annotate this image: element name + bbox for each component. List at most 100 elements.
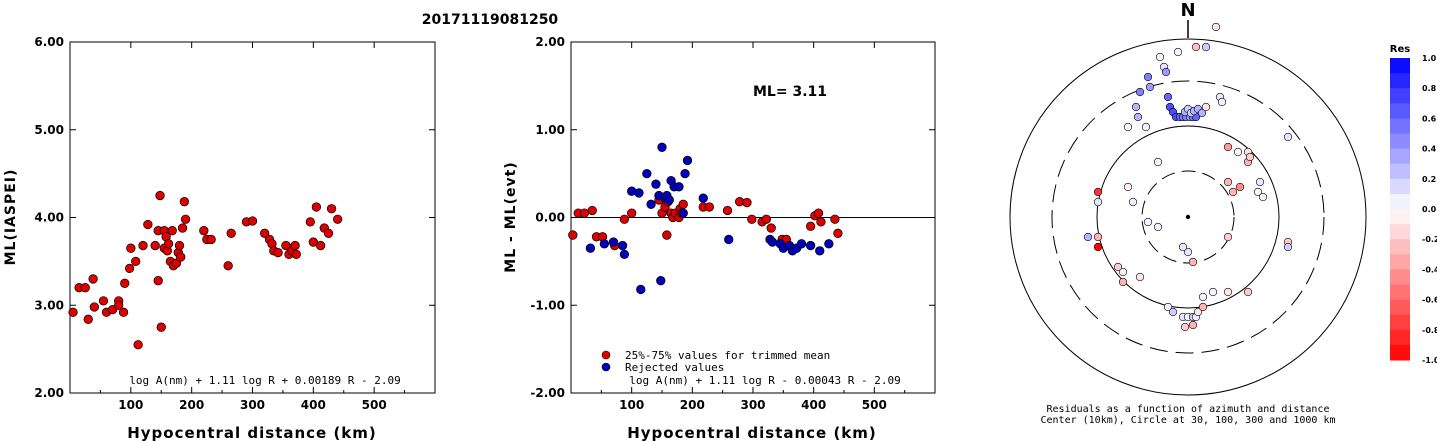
north-label: N bbox=[1180, 0, 1195, 21]
plot1-point bbox=[177, 223, 188, 233]
polar-point bbox=[1145, 82, 1155, 92]
colorbar-tick-label: 0.4 bbox=[1422, 145, 1437, 154]
colorbar-band bbox=[1390, 58, 1410, 74]
colorbar-band bbox=[1390, 193, 1410, 210]
p1-xtick-label: 500 bbox=[862, 398, 887, 412]
legend-marker-trimmed bbox=[601, 350, 611, 360]
polar-point bbox=[1180, 322, 1190, 332]
plot2-point bbox=[824, 239, 834, 249]
polar-point bbox=[1163, 92, 1173, 102]
p1-xtick-label: 300 bbox=[740, 398, 765, 412]
polar-point bbox=[1143, 72, 1153, 82]
plot2-point bbox=[656, 276, 666, 286]
plot1-point bbox=[273, 247, 283, 258]
plot2-point bbox=[698, 193, 708, 203]
polar-point bbox=[1155, 52, 1165, 62]
polar-point bbox=[1211, 22, 1221, 32]
polar-point bbox=[1188, 257, 1198, 267]
polar-point bbox=[1193, 307, 1203, 317]
plot3-polar-residuals: N Residuals as a function of azimuth and… bbox=[1009, 0, 1367, 426]
legend-marker-rejected bbox=[601, 362, 611, 372]
plot1-point bbox=[315, 240, 326, 251]
plot2-point bbox=[833, 228, 843, 238]
plot1-point bbox=[226, 228, 236, 238]
polar-point bbox=[1191, 42, 1201, 52]
polar-point bbox=[1228, 187, 1238, 197]
center-point bbox=[1185, 214, 1191, 220]
circle-300km bbox=[1051, 80, 1325, 354]
plot1-point bbox=[199, 226, 209, 236]
p0-ytick-label: 2.00 bbox=[34, 386, 64, 400]
polar-point bbox=[1093, 187, 1103, 197]
polar-point bbox=[1233, 147, 1243, 157]
plot1-point bbox=[150, 240, 160, 251]
plot2-point bbox=[664, 195, 674, 205]
plot1-point bbox=[305, 217, 315, 227]
plot1-point bbox=[153, 276, 163, 286]
polar-point bbox=[1168, 307, 1178, 317]
plot2-point bbox=[815, 246, 825, 256]
plot2-point bbox=[682, 155, 693, 166]
p1-xtick-label: 100 bbox=[619, 398, 644, 412]
plot1-point bbox=[124, 263, 135, 274]
polar-point bbox=[1163, 302, 1173, 312]
plot1-point bbox=[206, 234, 216, 245]
polar-point bbox=[1283, 242, 1293, 252]
polar-point bbox=[1161, 67, 1171, 77]
plot1-ml-vs-distance: 100 200 300 400 500 2.00 3.00 4.00 5.00 6.00 Hypo… bbox=[3, 35, 436, 441]
polar-point bbox=[1123, 182, 1133, 192]
plot2-point bbox=[724, 234, 734, 245]
plot2-point bbox=[674, 182, 684, 192]
plot2-point bbox=[830, 214, 840, 224]
plot1-point bbox=[176, 252, 186, 262]
plot1-xlabel: Hypocentral distance (km) bbox=[127, 424, 377, 441]
p1-ytick-label: -1.00 bbox=[530, 298, 565, 312]
p1-xtick-label: 200 bbox=[680, 398, 705, 412]
polar-point bbox=[1258, 192, 1268, 202]
polar-point bbox=[1093, 242, 1103, 252]
plot1-ticks: 100 200 300 400 500 2.00 3.00 4.00 5.00 6.00 bbox=[34, 35, 435, 412]
plot2-point bbox=[587, 205, 597, 216]
polar-caption-line1: Residuals as a function of azimuth and d… bbox=[1047, 404, 1330, 415]
plot2-point bbox=[627, 208, 637, 218]
colorbar-tick-label: -0.8 bbox=[1422, 326, 1437, 335]
plot2-point bbox=[722, 205, 733, 216]
polar-point bbox=[1245, 152, 1255, 162]
polar-point bbox=[1178, 242, 1188, 252]
plot2-point bbox=[657, 142, 667, 152]
colorbar-ticks: 1.0 0.8 0.6 0.4 0.2 0.0 -0.2 -0.4 -0.6 -0.8 -1.0 bbox=[1422, 54, 1437, 365]
plot1-point bbox=[131, 256, 141, 267]
legend-label-trimmed: 25%-75% values for trimmed mean bbox=[625, 349, 830, 362]
plot1-point bbox=[281, 240, 291, 251]
plot1-point bbox=[126, 243, 136, 253]
plot2-point bbox=[662, 230, 672, 240]
colorbar-band bbox=[1390, 118, 1410, 134]
polar-point bbox=[1223, 232, 1233, 242]
plot2-point bbox=[646, 199, 656, 209]
p0-ytick-label: 3.00 bbox=[34, 298, 64, 312]
polar-point bbox=[1133, 112, 1143, 122]
colorbar-title: Res bbox=[1390, 44, 1410, 55]
polar-point bbox=[1283, 132, 1293, 142]
polar-point bbox=[1223, 142, 1233, 152]
plot1-point bbox=[247, 216, 258, 226]
p1-ytick-label: -2.00 bbox=[530, 386, 565, 400]
plot1-point bbox=[68, 307, 78, 317]
p0-ytick-label: 4.00 bbox=[34, 211, 64, 225]
plot1-point bbox=[333, 214, 343, 224]
p0-xtick-label: 200 bbox=[179, 398, 204, 412]
colorbar-band bbox=[1390, 269, 1410, 285]
colorbar-bands bbox=[1390, 58, 1410, 361]
plot1-point bbox=[291, 249, 301, 260]
plot1-point bbox=[323, 228, 334, 238]
circle-1000km bbox=[1009, 38, 1367, 396]
p1-xtick-label: 400 bbox=[801, 398, 826, 412]
colorbar-tick-label: -1.0 bbox=[1422, 356, 1437, 365]
polar-point bbox=[1201, 42, 1211, 52]
plot1-point bbox=[89, 302, 99, 312]
plot1-point bbox=[80, 283, 90, 293]
plot2-point bbox=[747, 214, 757, 224]
plot2-point bbox=[680, 168, 690, 179]
colorbar-tick-label: 0.2 bbox=[1422, 175, 1436, 184]
